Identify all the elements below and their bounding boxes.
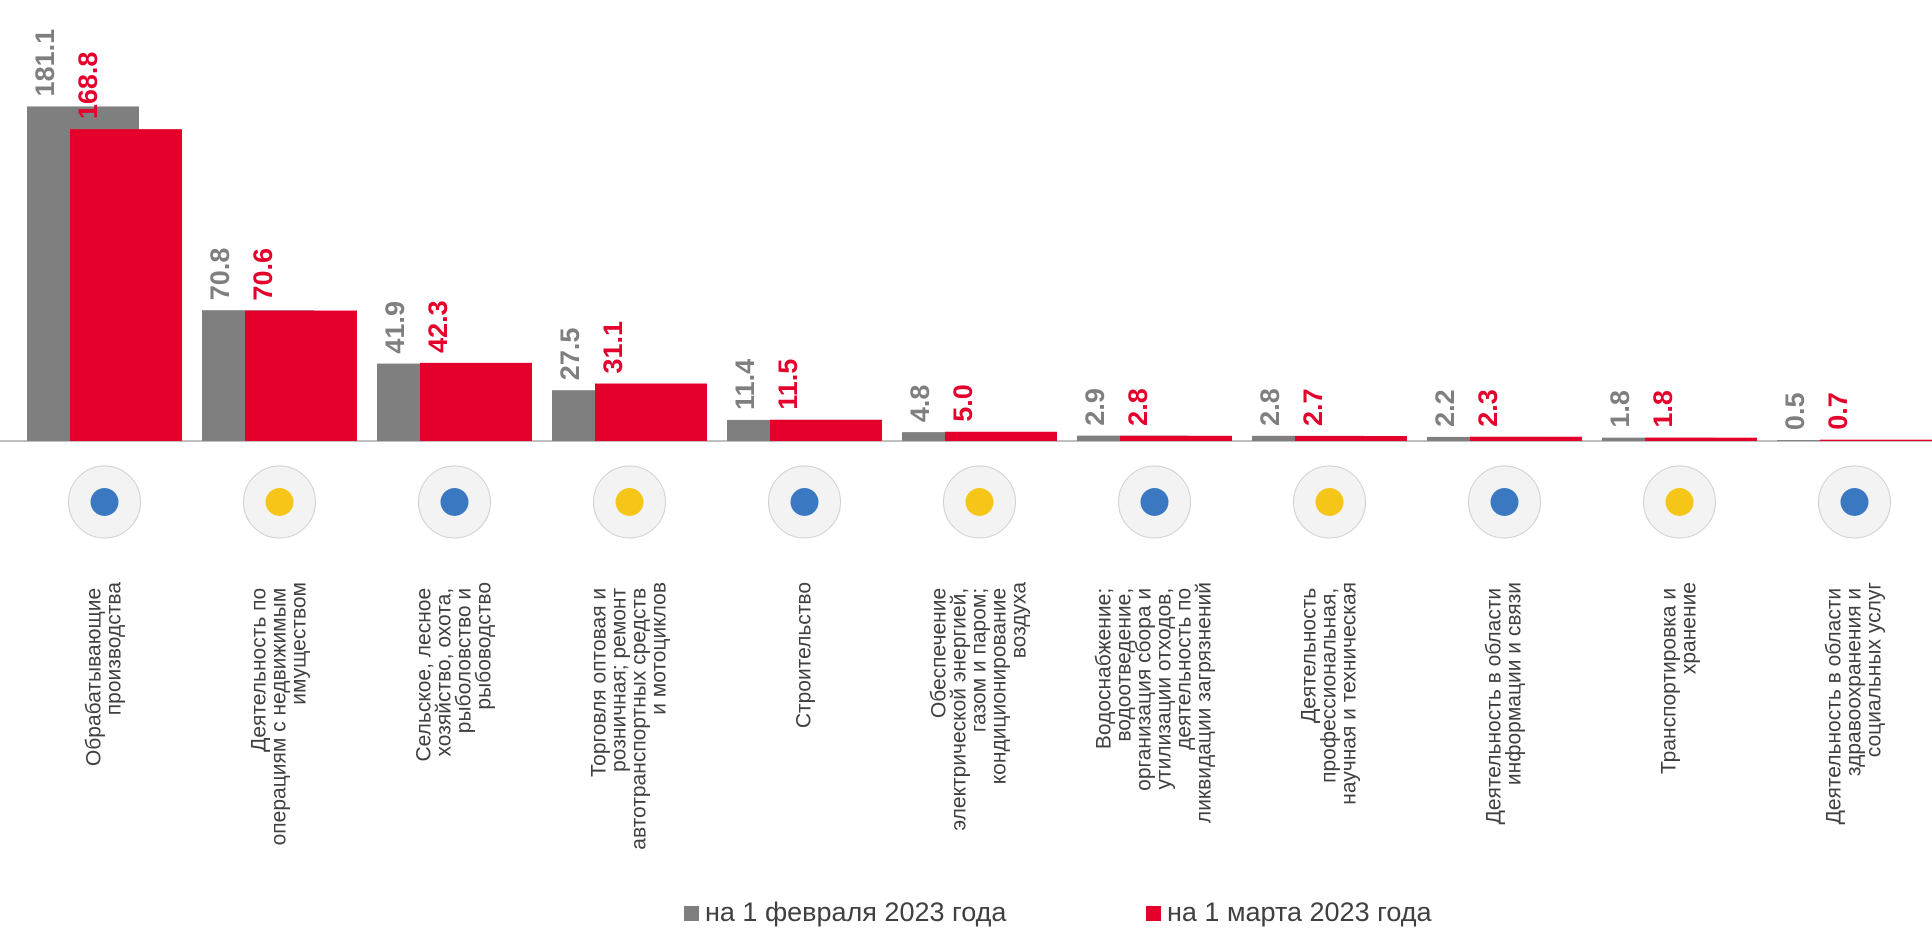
category-label: Деятельность профессиональная, научная и…	[1297, 582, 1360, 805]
value-label: 2.7	[1298, 388, 1328, 426]
category-icon	[243, 465, 316, 539]
bar	[420, 362, 532, 441]
bar	[1295, 436, 1407, 441]
category-icon	[1293, 465, 1366, 539]
icon-shape	[615, 488, 644, 516]
icon-shape	[90, 488, 119, 516]
icon-shape	[1140, 488, 1169, 516]
bar	[1820, 439, 1932, 441]
value-label: 42.3	[423, 300, 453, 353]
value-label: 70.6	[248, 248, 278, 301]
value-label: 2.3	[1473, 389, 1503, 427]
category-icon	[68, 465, 141, 539]
category-label: Обрабатывающие производства	[82, 582, 125, 766]
bar	[245, 310, 357, 441]
category-label: Транспортировка и хранение	[1657, 582, 1700, 774]
icon-shape	[790, 488, 819, 516]
bar	[1470, 436, 1582, 441]
icon-shape	[265, 488, 294, 516]
icon-shape	[1315, 488, 1344, 516]
value-label: 11.4	[730, 359, 760, 410]
bar	[70, 129, 182, 441]
bar	[595, 383, 707, 441]
category-label: Обеспечение электрической энергией, газо…	[927, 582, 1030, 831]
icon-shape	[1490, 488, 1519, 516]
value-label: 0.5	[1780, 393, 1810, 431]
category-icon	[593, 465, 666, 539]
value-label: 168.8	[73, 52, 103, 120]
category-label: Торговля оптовая и розничная; ремонт авт…	[587, 582, 670, 850]
icon-shape	[1665, 488, 1694, 516]
category-icon	[1468, 465, 1541, 539]
category-icon	[1118, 465, 1191, 539]
icon-shape	[965, 488, 994, 516]
value-label: 27.5	[555, 328, 585, 381]
category-label: Сельское, лесное хозяйство, охота, рыбол…	[412, 582, 495, 762]
value-label: 2.2	[1430, 389, 1460, 427]
category-icon	[1643, 465, 1716, 539]
value-label: 31.1	[598, 321, 628, 374]
value-label: 1.8	[1648, 390, 1678, 428]
value-label: 1.8	[1605, 390, 1635, 428]
icon-shape	[1840, 488, 1869, 516]
category-label: Деятельность по операциям с недвижимым и…	[247, 582, 310, 845]
icon-shape	[440, 488, 469, 516]
bar	[1645, 437, 1757, 441]
category-icon	[1818, 465, 1891, 539]
value-label: 41.9	[380, 301, 410, 354]
category-icon	[768, 465, 841, 539]
value-label: 2.8	[1123, 388, 1153, 426]
value-label: 11.5	[773, 359, 803, 410]
category-label: Строительство	[792, 582, 815, 728]
legend-swatch	[1146, 906, 1161, 921]
category-label: Водоснабжение; водоотведение, организаци…	[1092, 582, 1215, 823]
category-icon	[418, 465, 491, 539]
legend-label: на 1 февраля 2023 года	[705, 897, 1007, 927]
value-label: 4.8	[905, 385, 935, 423]
value-label: 70.8	[205, 248, 235, 301]
category-icon	[943, 465, 1016, 539]
value-label: 2.9	[1080, 388, 1110, 426]
bar	[945, 431, 1057, 441]
category-label: Деятельность в области здравоохранения и…	[1822, 582, 1885, 825]
value-label: 181.1	[30, 29, 60, 97]
category-label: Деятельность в области информации и связ…	[1482, 582, 1525, 824]
value-label: 5.0	[948, 384, 978, 422]
value-label: 2.8	[1255, 388, 1285, 426]
value-label: 0.7	[1823, 392, 1853, 430]
bar	[1120, 435, 1232, 441]
bar	[770, 419, 882, 441]
legend-swatch	[684, 906, 699, 921]
legend-label: на 1 марта 2023 года	[1167, 897, 1433, 927]
